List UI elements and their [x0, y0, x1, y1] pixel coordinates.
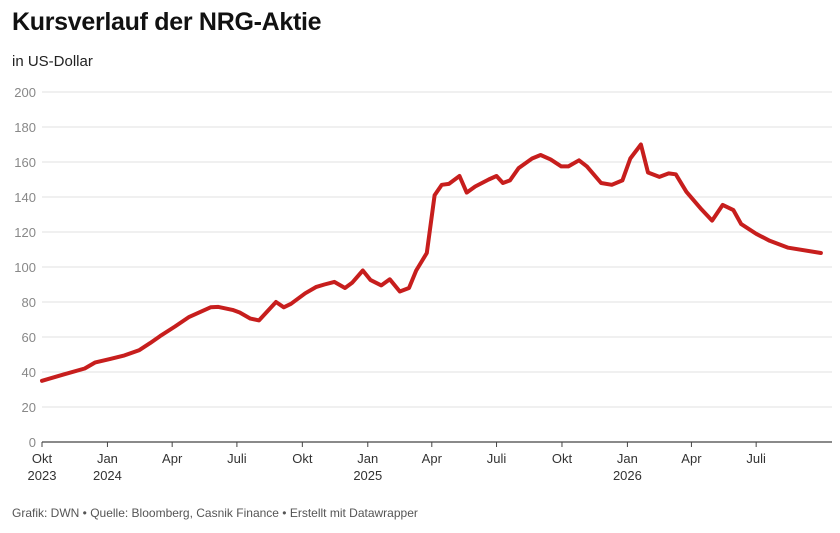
y-tick-label: 200 — [14, 85, 36, 100]
y-tick-label: 20 — [22, 400, 36, 415]
x-tick-label: Apr — [162, 451, 183, 466]
chart-title: Kursverlauf der NRG-Aktie — [12, 8, 322, 36]
y-tick-label: 40 — [22, 365, 36, 380]
y-tick-label: 120 — [14, 225, 36, 240]
y-tick-label: 80 — [22, 295, 36, 310]
y-tick-label: 100 — [14, 260, 36, 275]
chart-subtitle: in US-Dollar — [12, 53, 93, 70]
y-tick-label: 160 — [14, 155, 36, 170]
y-tick-label: 140 — [14, 190, 36, 205]
y-tick-label: 0 — [29, 435, 36, 450]
y-tick-label: 180 — [14, 120, 36, 135]
x-tick-label: Apr — [681, 451, 702, 466]
x-tick-year-label: 2024 — [93, 468, 122, 483]
x-tick-label: Apr — [422, 451, 443, 466]
price-series-line — [40, 142, 823, 383]
x-tick-label: Okt — [552, 451, 573, 466]
x-tick-label: Jan — [617, 451, 638, 466]
x-tick-label: Juli — [746, 451, 766, 466]
x-tick-label: Okt — [292, 451, 313, 466]
x-tick-label: Juli — [487, 451, 507, 466]
gridlines — [42, 91, 832, 443]
source-footer: Grafik: DWN • Quelle: Bloomberg, Casnik … — [12, 506, 418, 520]
series-layer — [40, 142, 823, 383]
x-tick-label: Okt — [32, 451, 53, 466]
x-tick-label: Jan — [357, 451, 378, 466]
y-tick-label: 60 — [22, 330, 36, 345]
x-tick-label: Juli — [227, 451, 247, 466]
x-axis-labels: Okt 2023 Jan 2024 Apr Juli Okt Jan 2025 Apr Juli Ok… — [28, 442, 766, 483]
x-tick-year-label: 2023 — [28, 468, 57, 483]
y-axis-labels: 0 20 40 60 80 100 120 140 160 180 200 — [14, 85, 36, 450]
line-chart: 0 20 40 60 80 100 120 140 160 180 200 Okt 2023 Jan 20… — [14, 85, 832, 483]
x-tick-year-label: 2026 — [613, 468, 642, 483]
x-tick-label: Jan — [97, 451, 118, 466]
x-tick-year-label: 2025 — [353, 468, 382, 483]
